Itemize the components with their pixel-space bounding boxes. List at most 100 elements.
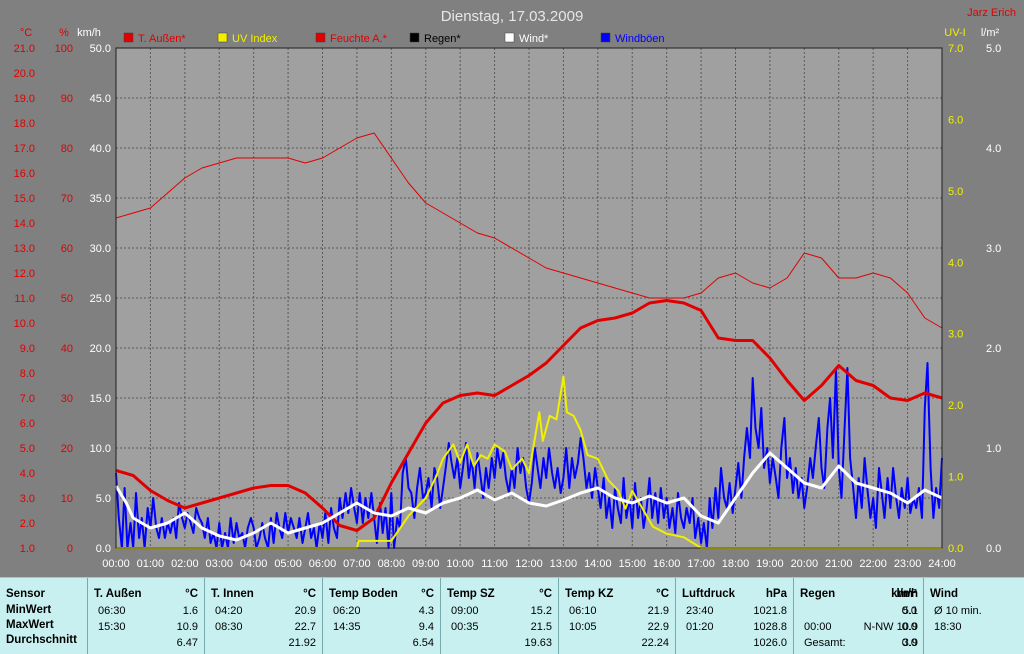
- min-value: 20.9: [294, 605, 316, 617]
- avg-value: 1026.0: [753, 637, 787, 649]
- column-name: Temp KZ: [565, 588, 614, 600]
- min-value: 4.3: [418, 605, 434, 617]
- row-label: MinWert: [6, 604, 52, 616]
- min-value: 5.1: [902, 605, 918, 617]
- max-time: 01:20: [686, 621, 714, 633]
- max-value: 10.9: [176, 621, 198, 633]
- min-time: 23:40: [686, 605, 714, 617]
- y-tick-label-temp: 3.0: [20, 493, 35, 505]
- avg-value: 0.0: [901, 637, 917, 649]
- column-unit: km/h: [891, 588, 918, 600]
- column-unit: hPa: [765, 588, 787, 600]
- min-time: 06:30: [98, 605, 126, 617]
- axis-unit-wind: km/h: [77, 27, 101, 39]
- y-tick-label-humidity: 0: [67, 543, 73, 555]
- column-unit: °C: [421, 588, 434, 600]
- y-tick-label-wind: 30.0: [90, 243, 111, 255]
- x-tick-label: 08:00: [378, 558, 406, 570]
- y-tick-label-rain: 2.0: [986, 343, 1001, 355]
- avg-value: 19.63: [524, 637, 552, 649]
- min-value: 15.2: [530, 605, 552, 617]
- x-tick-label: 04:00: [240, 558, 268, 570]
- max-time: 15:30: [98, 621, 126, 633]
- station-name: Jarz Erich: [967, 7, 1016, 19]
- series-line-1: [115, 132, 943, 329]
- y-tick-label-uv: 4.0: [948, 257, 963, 269]
- legend-label: Wind*: [519, 33, 549, 45]
- y-tick-label-temp: 13.0: [14, 243, 35, 255]
- axis-unit-temp: °C: [20, 27, 32, 39]
- x-tick-label: 19:00: [756, 558, 784, 570]
- min-time: 06:20: [333, 605, 361, 617]
- weather-chart: 00:00 01:00 02:00 03:00 04:00 05:00 06:00 07:00…: [13, 7, 1016, 570]
- y-tick-label-humidity: 10: [61, 493, 73, 505]
- y-tick-label-humidity: 80: [61, 143, 73, 155]
- chart-title: Dienstag, 17.03.2009: [441, 8, 584, 25]
- x-tick-label: 23:00: [894, 558, 922, 570]
- max-value: 21.5: [530, 621, 552, 633]
- y-tick-label-uv: 5.0: [948, 186, 963, 198]
- y-tick-label-wind: 0.0: [96, 543, 111, 555]
- y-tick-label-humidity: 90: [61, 93, 73, 105]
- y-tick-label-wind: 10.0: [90, 443, 111, 455]
- x-tick-label: 17:00: [687, 558, 715, 570]
- x-tick-label: 09:00: [412, 558, 440, 570]
- x-tick-label: 21:00: [825, 558, 853, 570]
- y-tick-label-humidity: 20: [61, 443, 73, 455]
- min-value: 1.6: [182, 605, 198, 617]
- avg-value: 6.54: [412, 637, 434, 649]
- avg-value: 3.9: [902, 637, 918, 649]
- y-tick-label-uv: 1.0: [948, 472, 963, 484]
- axis-unit-humidity: %: [59, 27, 69, 39]
- max-time: 08:30: [215, 621, 243, 633]
- y-tick-label-temp: 12.0: [14, 268, 35, 280]
- column-name: Luftdruck: [682, 588, 736, 600]
- legend-swatch: [600, 32, 611, 43]
- x-tick-label: 10:00: [446, 558, 474, 570]
- legend: T. Außen* UV Index Feuchte A.* Regen* Wind* W…: [123, 32, 665, 45]
- summary-column: T. Außen °C 06:30 1.6 15:30 10.9 6.47: [88, 578, 205, 654]
- x-tick-label: 18:00: [722, 558, 750, 570]
- y-tick-label-uv: 7.0: [948, 43, 963, 55]
- y-tick-label-uv: 3.0: [948, 329, 963, 341]
- legend-swatch: [123, 32, 134, 43]
- legend-label: UV Index: [232, 33, 278, 45]
- y-tick-label-humidity: 100: [55, 43, 73, 55]
- summary-row-labels: Sensor MinWert MaxWert Durchschnitt: [0, 578, 88, 654]
- column-unit: °C: [656, 588, 669, 600]
- row-label: Sensor: [6, 588, 45, 600]
- avg-value: 21.92: [288, 637, 316, 649]
- y-tick-label-rain: 5.0: [986, 43, 1001, 55]
- max-value: 1028.8: [753, 621, 787, 633]
- min-time: 09:00: [451, 605, 479, 617]
- series-line-2: [114, 451, 943, 542]
- min-time: 06:10: [569, 605, 597, 617]
- y-tick-label-temp: 15.0: [14, 193, 35, 205]
- y-tick-label-temp: 2.0: [20, 518, 35, 530]
- row-label: MaxWert: [6, 619, 54, 631]
- legend-label: T. Außen*: [138, 33, 186, 45]
- y-tick-label-temp: 8.0: [20, 368, 35, 380]
- y-tick-label-humidity: 70: [61, 193, 73, 205]
- max-value: 22.7: [294, 621, 316, 633]
- row-label: Durchschnitt: [6, 634, 77, 646]
- min-value: 0.0: [901, 605, 917, 617]
- y-tick-label-uv: 6.0: [948, 114, 963, 126]
- x-tick-label: 06:00: [309, 558, 337, 570]
- x-tick-label: 16:00: [653, 558, 681, 570]
- max-value: 22.9: [647, 621, 669, 633]
- series-line-0: [115, 299, 943, 532]
- legend-swatch: [217, 32, 228, 43]
- x-tick-label: 05:00: [274, 558, 302, 570]
- y-tick-label-temp: 21.0: [14, 43, 35, 55]
- x-tick-label: 14:00: [584, 558, 612, 570]
- y-tick-label-uv: 0.0: [948, 543, 963, 555]
- column-unit: l/m²: [896, 588, 917, 600]
- summary-column: T. Innen °C 04:20 20.9 08:30 22.7 21.92: [205, 578, 323, 654]
- y-tick-label-wind: 5.0: [96, 493, 111, 505]
- legend-label: Windböen: [615, 33, 665, 45]
- max-value: 9.4: [418, 621, 434, 633]
- y-tick-label-temp: 6.0: [20, 418, 35, 430]
- axis-unit-uv: UV-I: [944, 27, 965, 39]
- column-name: Temp Boden: [329, 588, 398, 600]
